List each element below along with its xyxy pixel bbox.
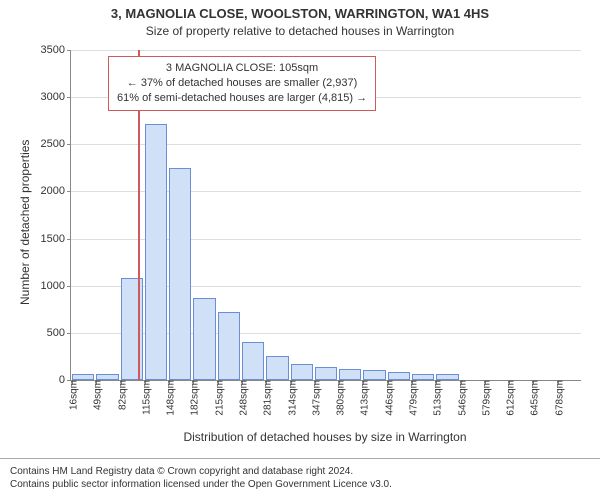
y-axis-title: Number of detached properties <box>18 140 32 305</box>
x-tick-label: 479sqm <box>404 380 419 416</box>
y-tick-label: 3000 <box>41 91 71 103</box>
chart-title-line1: 3, MAGNOLIA CLOSE, WOOLSTON, WARRINGTON,… <box>0 6 600 21</box>
x-tick-label: 115sqm <box>137 380 152 415</box>
histogram-bar <box>315 367 337 380</box>
x-tick-label: 446sqm <box>380 380 395 416</box>
x-tick-label: 314sqm <box>283 380 298 416</box>
gridline <box>71 50 581 51</box>
x-tick-label: 579sqm <box>477 380 492 416</box>
histogram-bar <box>266 356 288 381</box>
x-tick-label: 248sqm <box>234 380 249 416</box>
histogram-bar <box>242 342 264 380</box>
histogram-bar <box>388 372 410 380</box>
histogram-bar <box>339 369 361 380</box>
x-tick-label: 546sqm <box>453 380 468 416</box>
x-tick-label: 413sqm <box>356 380 371 416</box>
x-tick-label: 612sqm <box>502 380 517 416</box>
y-tick-label: 500 <box>47 327 71 339</box>
x-tick-label: 148sqm <box>162 380 177 416</box>
histogram-bar <box>291 364 313 380</box>
footer: Contains HM Land Registry data © Crown c… <box>0 458 600 491</box>
x-tick-label: 645sqm <box>526 380 541 416</box>
x-tick-label: 215sqm <box>210 380 225 416</box>
x-tick-label: 16sqm <box>64 380 79 410</box>
x-tick-label: 347sqm <box>307 380 322 416</box>
marker-callout: 3 MAGNOLIA CLOSE: 105sqm ← 37% of detach… <box>108 56 376 111</box>
x-tick-label: 82sqm <box>113 380 128 410</box>
histogram-bar <box>218 312 240 380</box>
footer-line-1: Contains HM Land Registry data © Crown c… <box>10 465 590 478</box>
histogram-bar <box>363 370 385 380</box>
chart-title-line2: Size of property relative to detached ho… <box>0 24 600 38</box>
histogram-bar <box>169 168 191 380</box>
y-tick-label: 1500 <box>41 233 71 245</box>
footer-line-2: Contains public sector information licen… <box>10 478 590 491</box>
histogram-bar <box>145 124 167 380</box>
x-tick-label: 49sqm <box>89 380 104 410</box>
x-axis-title: Distribution of detached houses by size … <box>70 430 580 444</box>
callout-line-3: 61% of semi-detached houses are larger (… <box>117 91 367 106</box>
callout-line-2: ← 37% of detached houses are smaller (2,… <box>117 76 367 91</box>
histogram-bar <box>193 298 215 380</box>
x-tick-label: 281sqm <box>259 380 274 416</box>
y-tick-label: 3500 <box>41 44 71 56</box>
y-tick-label: 1000 <box>41 280 71 292</box>
y-tick-label: 2500 <box>41 138 71 150</box>
callout-line-1: 3 MAGNOLIA CLOSE: 105sqm <box>117 61 367 76</box>
x-tick-label: 380sqm <box>332 380 347 416</box>
y-tick-label: 2000 <box>41 185 71 197</box>
x-tick-label: 678sqm <box>550 380 565 416</box>
x-tick-label: 513sqm <box>429 380 444 416</box>
x-tick-label: 182sqm <box>186 380 201 416</box>
